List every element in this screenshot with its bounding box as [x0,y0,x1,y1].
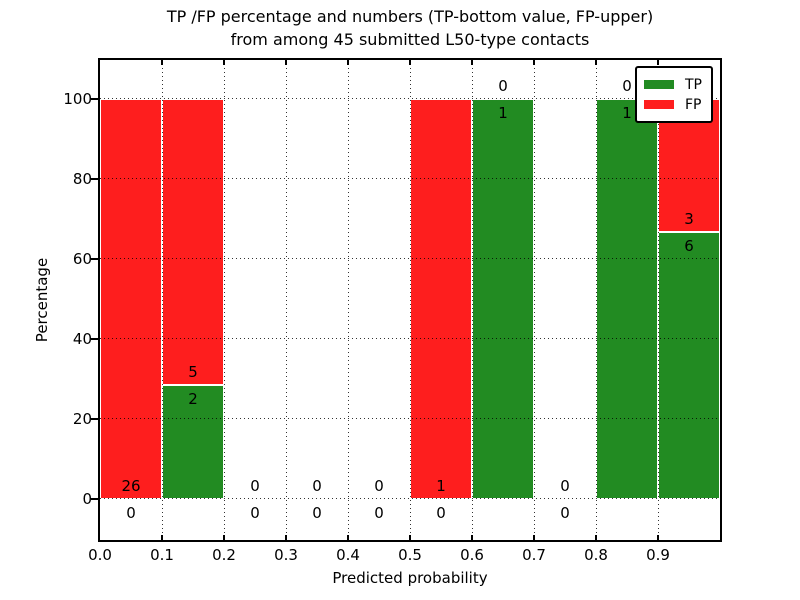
bar-label-tp-count: 1 [622,103,632,122]
y-tick-mark [91,177,98,180]
y-tick-label: 60 [72,249,92,268]
legend-entry-fp: FP [644,95,702,114]
bar-label-fp-count: 0 [560,476,570,495]
x-tick-mark-top [161,60,163,65]
x-tick-mark-bottom [409,535,411,540]
bar-label-tp-count: 2 [188,389,198,408]
x-tick-mark-top [223,60,225,65]
x-tick-label: 0.0 [88,546,112,564]
chart-title-line2: from among 45 submitted L50-type contact… [230,30,590,49]
gridline-vertical [657,60,659,540]
y-tick-mark [91,257,98,260]
chart-title: TP /FP percentage and numbers (TP-bottom… [20,5,800,51]
gridline-vertical [285,60,287,540]
bar-label-tp-count: 0 [560,503,570,522]
bar-segment-fp [100,98,162,499]
legend-swatch-tp [644,80,674,89]
bar-label-tp-count: 0 [250,503,260,522]
x-tick-mark-top [595,60,597,65]
bar-label-tp-count: 6 [684,237,694,256]
gridline-vertical [223,60,225,540]
x-tick-mark-top [347,60,349,65]
x-tick-mark-bottom [595,535,597,540]
gridline-vertical [533,60,535,540]
x-tick-mark-top [533,60,535,65]
plot-area: TP FP 26 0 5 2 0 0 0 0 0 0 1 0 0 1 0 0 0 1 3 6 [98,58,722,542]
bar-label-tp-count: 0 [436,503,446,522]
y-tick-label: 100 [63,89,92,108]
bar-label-tp-count: 0 [126,503,136,522]
y-tick-mark [91,497,98,500]
y-tick-label: 0 [82,489,92,508]
legend-label-tp: TP [685,76,702,93]
bar-segment-fp [410,98,472,499]
y-tick-mark [91,97,98,100]
chart-title-line1: TP /FP percentage and numbers (TP-bottom… [166,7,654,26]
x-tick-label: 0.9 [646,546,670,564]
y-tick-label: 40 [72,329,92,348]
x-tick-label: 0.4 [336,546,360,564]
bar-label-fp-count: 0 [312,476,322,495]
gridline-vertical [595,60,597,540]
x-tick-mark-bottom [223,535,225,540]
x-axis-label: Predicted probability [332,569,488,587]
y-tick-mark [91,337,98,340]
bar-label-fp-count: 0 [622,76,632,95]
x-tick-mark-bottom [285,535,287,540]
bar-label-fp-count: 0 [498,76,508,95]
bar-label-tp-count: 0 [374,503,384,522]
x-tick-mark-top [285,60,287,65]
x-tick-mark-bottom [471,535,473,540]
legend-swatch-fp [644,100,674,109]
x-tick-mark-bottom [533,535,535,540]
x-tick-mark-top [409,60,411,65]
bar-label-fp-count: 1 [436,476,446,495]
bar-segment-fp [162,98,224,385]
x-tick-label: 0.5 [398,546,422,564]
bar-label-fp-count: 3 [684,210,694,229]
bar-segment-tp [472,98,534,499]
x-tick-label: 0.6 [460,546,484,564]
x-tick-mark-bottom [347,535,349,540]
gridline-vertical [347,60,349,540]
gridline-vertical [409,60,411,540]
gridline-vertical [471,60,473,540]
y-tick-mark [91,417,98,420]
x-tick-label: 0.8 [584,546,608,564]
legend-entry-tp: TP [644,75,702,94]
legend-label-fp: FP [685,96,702,113]
bar-segment-tp [596,98,658,499]
x-tick-label: 0.3 [274,546,298,564]
bar-label-tp-count: 1 [498,103,508,122]
y-tick-label: 20 [72,409,92,428]
x-tick-label: 0.2 [212,546,236,564]
bar-label-fp-count: 0 [250,476,260,495]
x-tick-label: 0.1 [150,546,174,564]
bar-label-fp-count: 0 [374,476,384,495]
bar-segment-tp [658,232,720,499]
gridline-vertical [161,60,163,540]
x-tick-mark-top [471,60,473,65]
bar-label-tp-count: 0 [312,503,322,522]
x-tick-mark-top [657,60,659,65]
x-tick-label: 0.7 [522,546,546,564]
bar-label-fp-count: 5 [188,362,198,381]
legend: TP FP [635,66,713,123]
y-tick-label: 80 [72,169,92,188]
bar-label-fp-count: 26 [121,476,141,495]
x-tick-mark-bottom [161,535,163,540]
x-tick-mark-bottom [657,535,659,540]
